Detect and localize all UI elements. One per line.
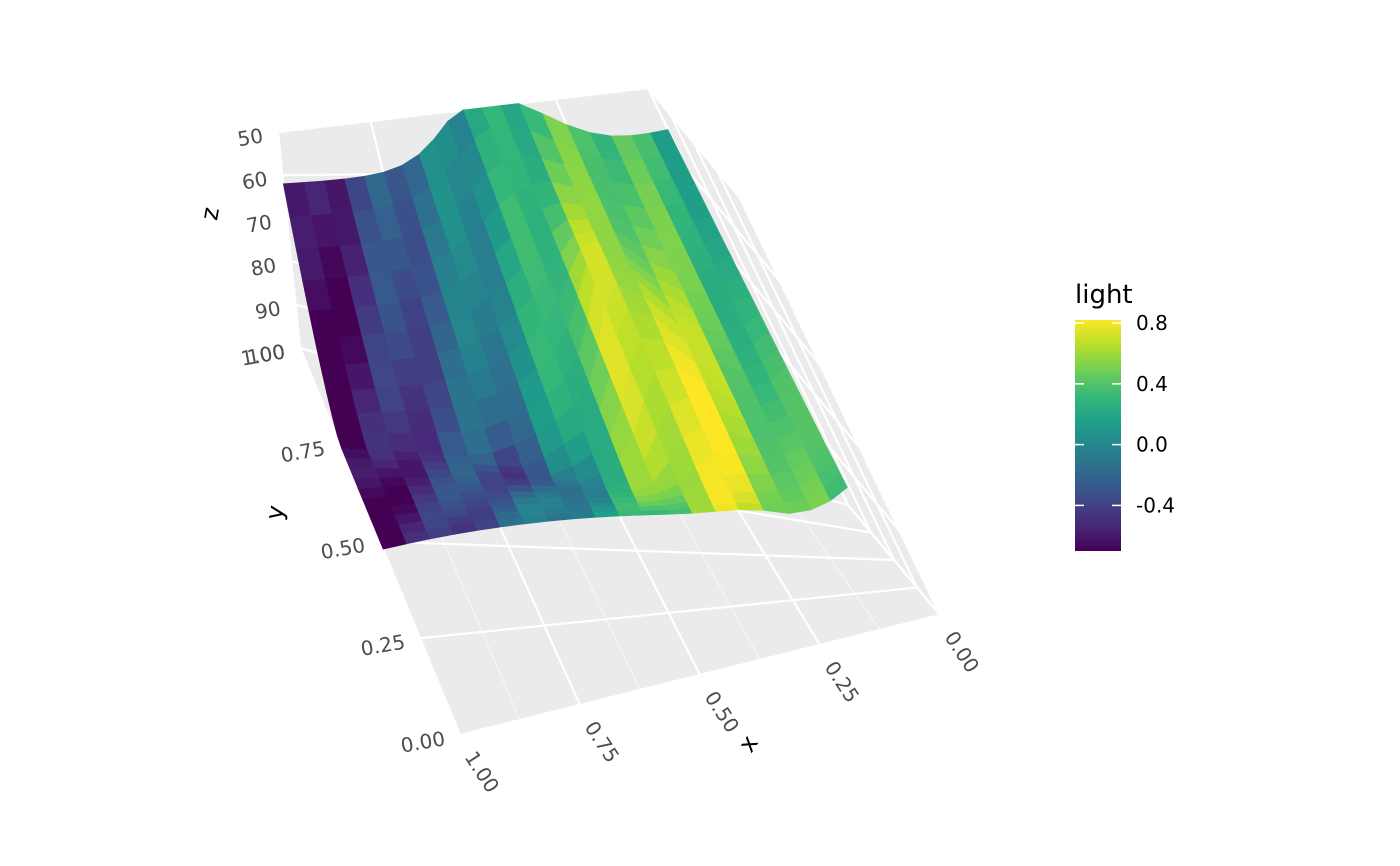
grid-side-z (847, 504, 941, 616)
x-axis-title: x (733, 730, 764, 757)
color-legend: light 0.8 0.4 0.0 -0.4 (1075, 280, 1175, 551)
y-tick-label: 0.00 (399, 726, 447, 757)
grid-side-z (647, 87, 741, 199)
grid-side-z (767, 337, 861, 449)
z-tick-label: 70 (244, 210, 273, 238)
surface-facet (445, 462, 476, 472)
z-tick-label: 90 (253, 296, 282, 324)
surface-facet (502, 478, 532, 487)
surface-facet (424, 469, 454, 479)
surface-facet (391, 450, 422, 462)
y-axis-title: y (260, 503, 290, 522)
grid-side-y (716, 170, 918, 588)
surface-facet (555, 486, 584, 493)
surface-facet (582, 492, 611, 499)
surface-facet (370, 458, 401, 470)
surface-facet (474, 470, 504, 480)
surface-facet (378, 534, 407, 550)
legend-tick-label: -0.4 (1136, 493, 1175, 517)
legend-ticks: 0.8 0.4 0.0 -0.4 (1075, 311, 1175, 517)
legend-tick-label: 0.4 (1136, 372, 1168, 396)
y-tick-label: 0.50 (319, 533, 367, 564)
surface-facet (560, 497, 589, 504)
x-tick-label: 0.00 (940, 627, 984, 677)
surface-facet (353, 477, 384, 490)
surface-facet (431, 484, 461, 495)
surface-facet (331, 413, 363, 436)
surface-facet (477, 477, 507, 486)
surface-facet (399, 468, 429, 479)
legend-title: light (1075, 280, 1133, 310)
surface-facet (641, 509, 669, 516)
x-tick-label: 0.50 (700, 687, 744, 737)
surface-facet (341, 448, 372, 460)
z-tick-label: 100 (245, 339, 287, 369)
surface-facet (735, 502, 764, 511)
legend-tick-label: 0.0 (1136, 433, 1168, 457)
surface-facet (349, 468, 380, 480)
y-tick-label: 0.25 (359, 630, 407, 661)
surface-facet (535, 497, 564, 504)
surface-facet (374, 468, 404, 479)
z-tick-label: 60 (240, 166, 269, 194)
surface-facet (378, 477, 408, 488)
surface-facet (592, 511, 620, 518)
surface-facet (530, 485, 559, 493)
surface-mesh (282, 102, 848, 550)
surface-facet (402, 477, 433, 487)
surface-facet (480, 484, 510, 493)
surface-facet (452, 477, 482, 486)
z-axis-title: z (195, 205, 225, 222)
surface-facet (587, 502, 616, 508)
z-tick-label: 50 (236, 123, 265, 151)
surface-facet (395, 459, 426, 470)
surface-facet (585, 497, 614, 503)
surface-facet (345, 458, 376, 470)
grid-floor-y (379, 540, 895, 562)
grid-side-y (693, 142, 895, 561)
surface-facet (609, 497, 638, 503)
surface-facet (533, 491, 562, 498)
x-tick-label: 1.00 (460, 747, 504, 797)
grid-side-y (670, 115, 872, 533)
surface-facet (483, 491, 513, 500)
z-tick-label: 80 (249, 253, 278, 281)
surface-facet (366, 449, 397, 461)
legend-colorbar (1075, 320, 1121, 551)
surface-facet (505, 484, 534, 493)
grid-side-z (687, 170, 781, 283)
surface-facet (616, 510, 645, 517)
x-tick-label: 0.75 (580, 717, 624, 767)
surface-facet (336, 434, 368, 451)
surface-facet (420, 460, 451, 471)
surface-facet (508, 491, 537, 499)
grid-back-x (276, 131, 302, 349)
grid-floor-y (459, 613, 941, 737)
x-tick-label: 0.25 (820, 657, 864, 707)
surface-facet (557, 491, 586, 498)
grid-side-y (739, 197, 941, 616)
grid-floor-y (419, 586, 918, 640)
surface-facet (449, 469, 479, 479)
y-tick-label: 0.75 (279, 436, 327, 467)
surface-facet (455, 484, 485, 494)
surface-facet (612, 502, 640, 508)
legend-tick-label: 0.8 (1136, 311, 1168, 335)
surface-facet (427, 477, 457, 487)
grid-side-z (727, 254, 821, 366)
